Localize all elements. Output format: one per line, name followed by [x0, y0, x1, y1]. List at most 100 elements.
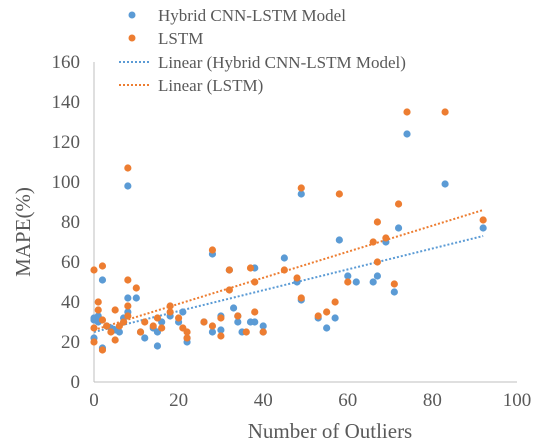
- data-point-series-1: [183, 334, 191, 342]
- data-point-series-1: [251, 278, 259, 286]
- data-points: [90, 108, 487, 354]
- data-point-series-0: [115, 328, 123, 336]
- data-point-series-1: [166, 302, 174, 310]
- data-point-series-1: [90, 266, 98, 274]
- x-tick-labels: 0 20 40 60 80 100: [89, 390, 531, 411]
- trendline-2: [93, 235, 484, 333]
- data-point-series-1: [217, 314, 225, 322]
- data-point-series-1: [251, 308, 259, 316]
- data-point-series-0: [124, 182, 132, 190]
- data-point-series-1: [94, 306, 102, 314]
- data-point-series-1: [373, 258, 382, 266]
- data-point-series-0: [153, 342, 162, 350]
- data-point-series-1: [111, 336, 119, 344]
- x-tick-label: 40: [254, 390, 273, 411]
- data-point-series-0: [234, 318, 242, 326]
- data-point-series-1: [166, 308, 174, 316]
- legend-label-linear-lstm: Linear (LSTM): [158, 76, 263, 95]
- data-point-series-1: [94, 298, 102, 306]
- data-point-series-1: [124, 312, 132, 320]
- data-point-series-1: [297, 294, 305, 302]
- data-point-series-1: [124, 164, 132, 172]
- data-point-series-1: [183, 328, 191, 336]
- data-point-series-1: [208, 322, 217, 330]
- data-point-series-1: [103, 322, 111, 330]
- y-tick-label: 80: [61, 212, 80, 233]
- data-point-series-1: [369, 238, 377, 246]
- y-tick-label: 20: [61, 332, 80, 353]
- data-point-series-1: [297, 184, 305, 192]
- data-point-series-1: [441, 108, 449, 116]
- data-point-series-0: [259, 322, 267, 330]
- data-point-series-0: [141, 334, 149, 342]
- x-tick-label: 100: [503, 390, 532, 411]
- data-point-series-1: [242, 328, 250, 336]
- y-tick-label: 140: [52, 92, 81, 113]
- x-tick-label: 80: [423, 390, 442, 411]
- data-point-series-0: [344, 272, 352, 280]
- x-axis-title: Number of Outliers: [248, 419, 412, 443]
- data-point-series-0: [394, 224, 403, 232]
- data-point-series-1: [98, 316, 107, 324]
- data-point-series-1: [331, 298, 339, 306]
- data-point-series-1: [246, 264, 255, 272]
- data-point-series-1: [149, 322, 157, 330]
- legend-label-hybrid: Hybrid CNN-LSTM Model: [158, 6, 346, 25]
- data-point-series-0: [323, 324, 331, 332]
- data-point-series-0: [217, 326, 225, 334]
- legend-label-lstm: LSTM: [158, 29, 203, 48]
- y-tick-label: 100: [52, 172, 81, 193]
- data-point-series-0: [208, 328, 217, 336]
- trendline-3: [93, 209, 484, 331]
- data-point-series-1: [403, 108, 411, 116]
- data-point-series-1: [394, 200, 403, 208]
- data-point-series-1: [208, 246, 217, 254]
- y-tick-label: 120: [52, 132, 81, 153]
- data-point-series-1: [200, 318, 208, 326]
- legend-marker-hybrid: [128, 11, 136, 19]
- data-point-series-1: [335, 190, 343, 198]
- data-point-series-1: [141, 318, 149, 326]
- legend-marker-lstm: [128, 34, 136, 42]
- y-axis-title: MAPE(%): [11, 187, 35, 277]
- y-tick-label: 160: [52, 52, 81, 73]
- data-point-series-0: [335, 236, 343, 244]
- legend: Hybrid CNN-LSTM Model LSTM Linear (Hybri…: [119, 6, 406, 95]
- data-point-series-0: [297, 190, 305, 198]
- data-point-series-1: [124, 302, 132, 310]
- data-point-series-1: [225, 286, 233, 294]
- data-point-series-1: [344, 278, 352, 286]
- data-point-series-1: [124, 276, 132, 284]
- data-point-series-1: [98, 262, 107, 270]
- data-point-series-1: [107, 328, 115, 336]
- data-point-series-1: [314, 312, 322, 320]
- data-point-series-1: [390, 280, 398, 288]
- data-point-series-0: [441, 180, 449, 188]
- data-point-series-1: [90, 324, 98, 332]
- trendlines: [93, 209, 484, 333]
- y-tick-label: 0: [71, 372, 81, 393]
- data-point-series-0: [124, 294, 132, 302]
- data-point-series-0: [251, 318, 259, 326]
- data-point-series-1: [373, 218, 382, 226]
- data-point-series-1: [234, 312, 242, 320]
- x-tick-label: 20: [169, 390, 188, 411]
- data-point-series-1: [132, 284, 140, 292]
- data-point-series-1: [293, 274, 301, 282]
- data-point-series-0: [280, 254, 288, 262]
- y-tick-labels: 0 20 40 60 80 100 120 140 160: [52, 52, 81, 393]
- data-point-series-0: [479, 224, 487, 232]
- data-point-series-1: [259, 328, 267, 336]
- data-point-series-0: [229, 304, 238, 312]
- data-point-series-1: [136, 328, 145, 336]
- data-point-series-1: [120, 318, 128, 326]
- y-tick-label: 60: [61, 252, 80, 273]
- data-point-series-0: [331, 314, 339, 322]
- data-point-series-0: [403, 130, 411, 138]
- legend-label-linear-hybrid: Linear (Hybrid CNN-LSTM Model): [158, 53, 406, 72]
- data-point-series-1: [175, 314, 183, 322]
- y-tick-label: 40: [61, 292, 80, 313]
- data-point-series-0: [98, 276, 107, 284]
- data-point-series-1: [98, 346, 107, 354]
